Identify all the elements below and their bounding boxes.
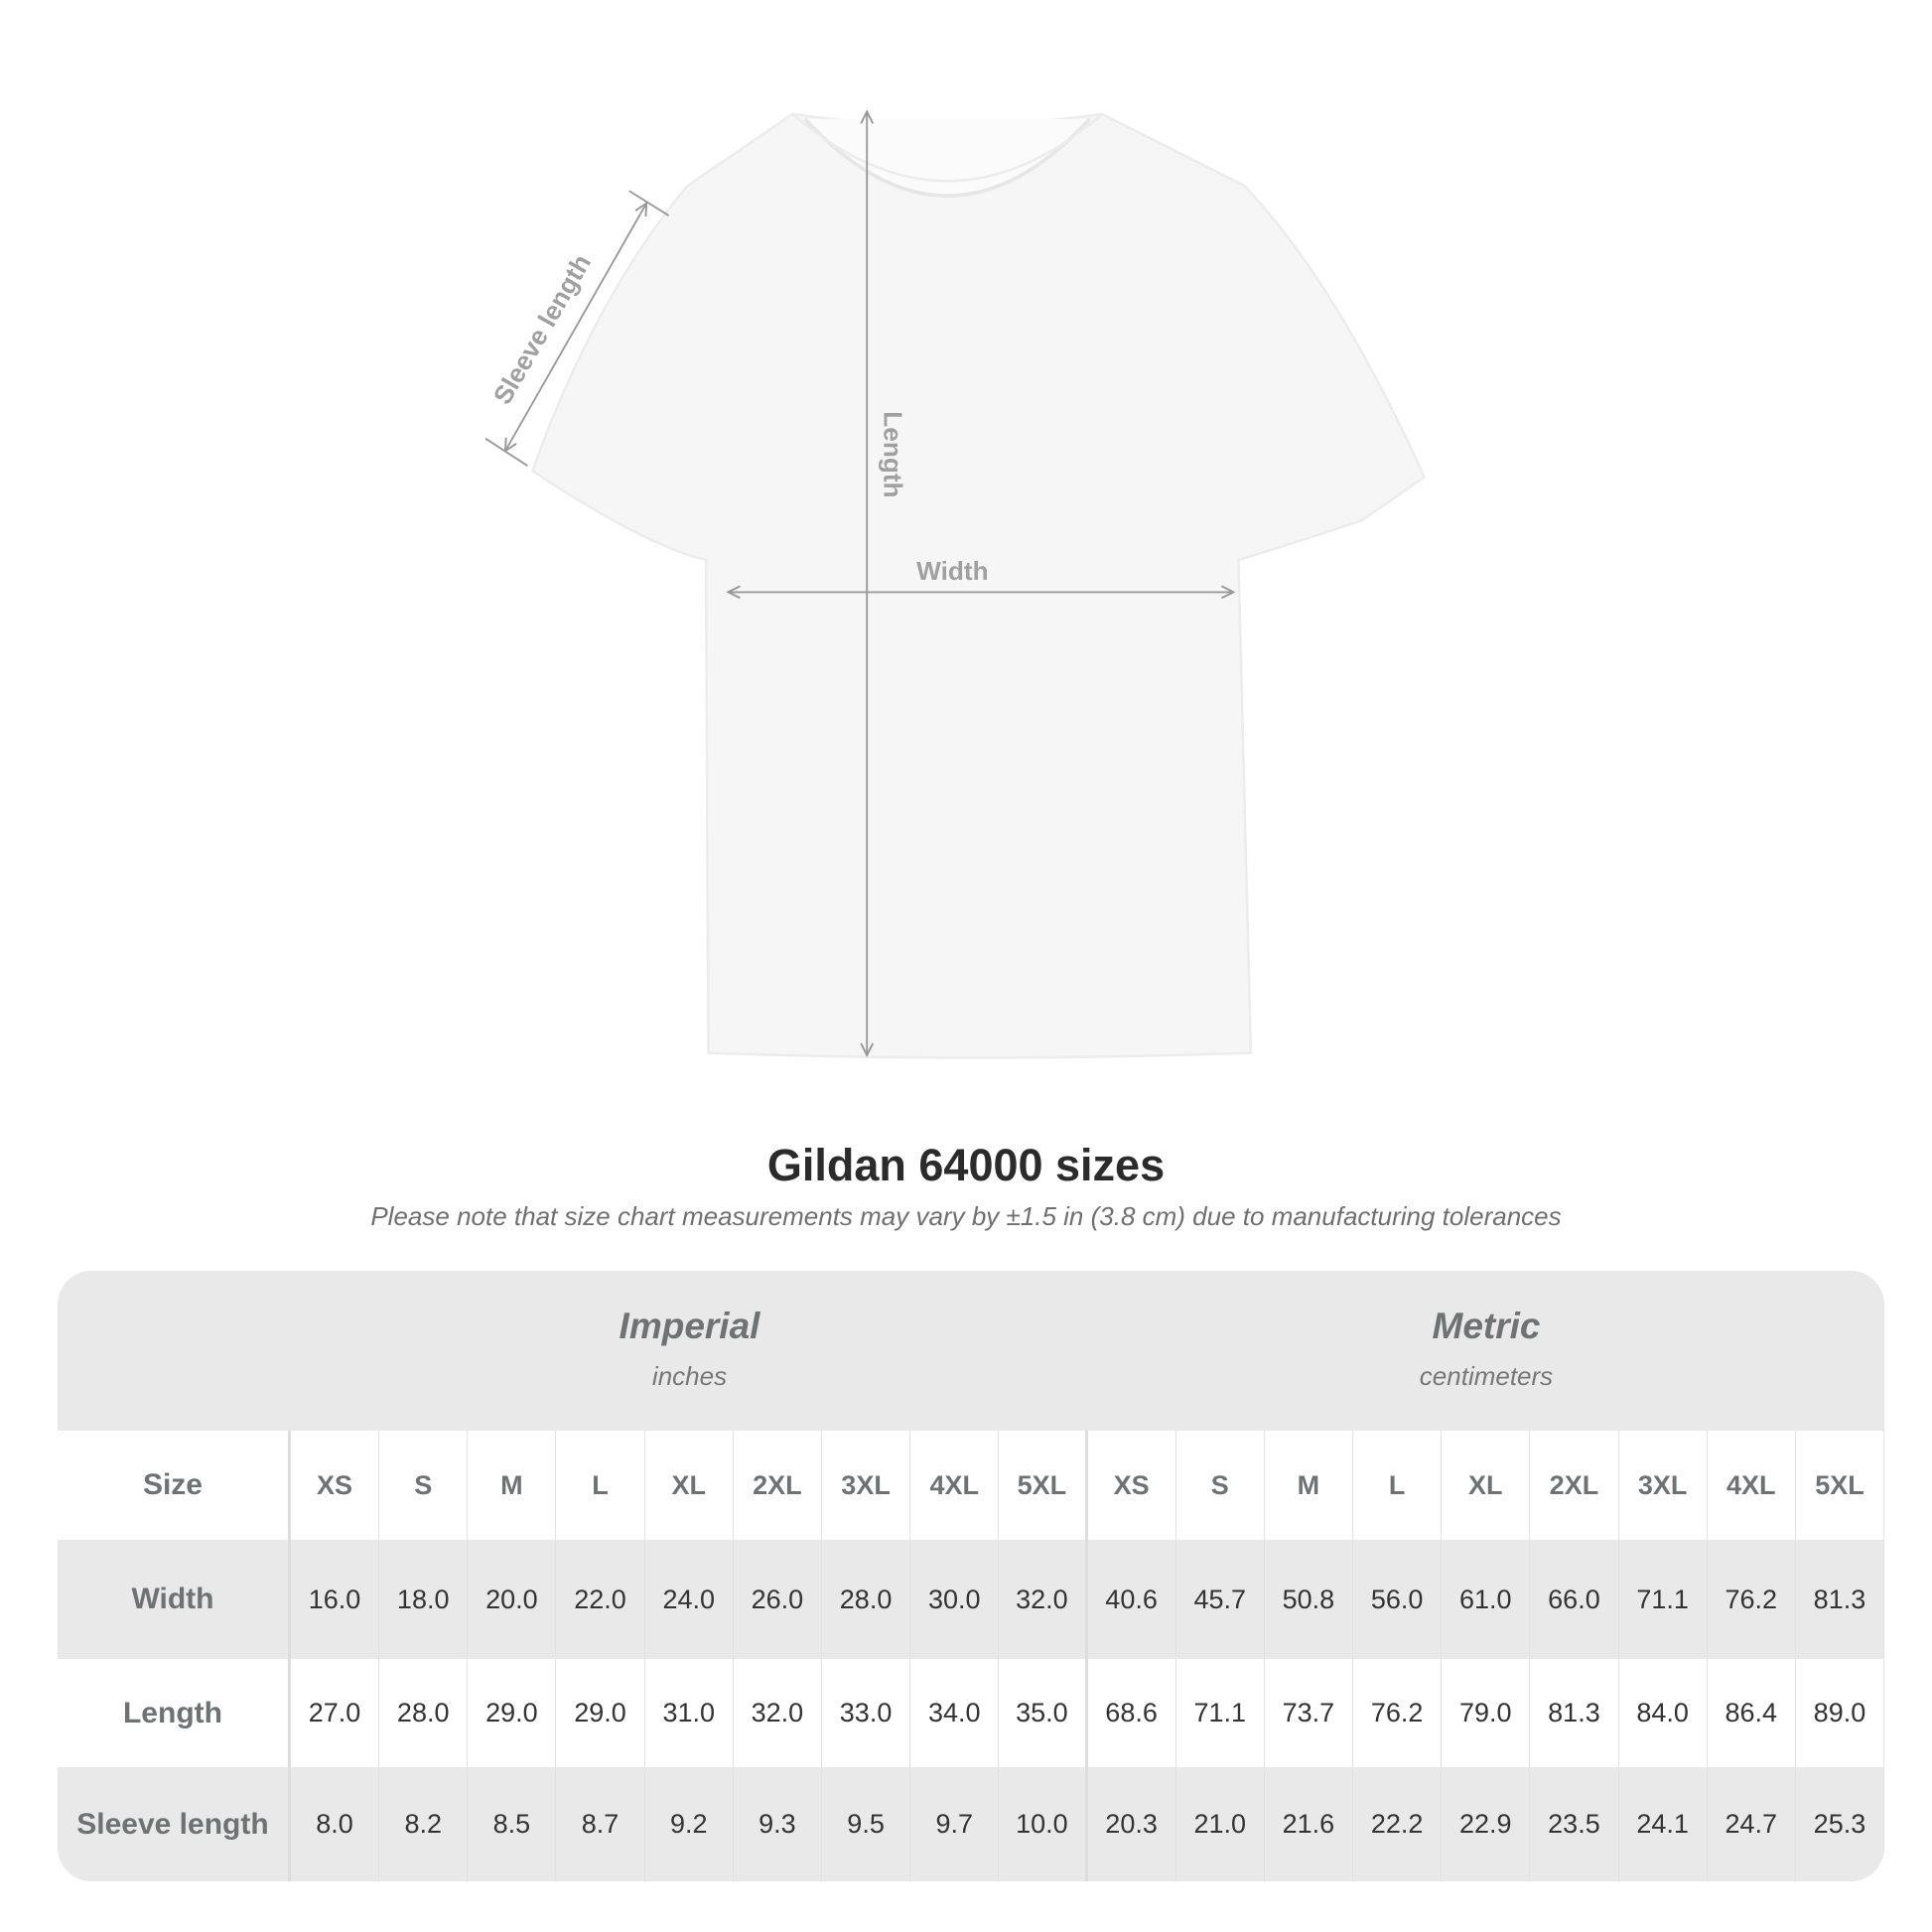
table-row: Length 27.0 28.0 29.0 29.0 31.0 32.0 33.0 34.0 35…	[58, 1659, 1884, 1767]
table-cell: 22.0	[556, 1540, 645, 1659]
table-cell: 20.3	[1088, 1767, 1176, 1881]
table-cell: 50.8	[1265, 1540, 1354, 1659]
table-cell: 23.5	[1530, 1767, 1619, 1881]
table-cell: 61.0	[1442, 1540, 1531, 1659]
table-cell: 26.0	[734, 1540, 822, 1659]
table-cell: 8.2	[379, 1767, 469, 1881]
table-cell: 33.0	[822, 1659, 911, 1767]
table-cell: 66.0	[1530, 1540, 1619, 1659]
row-label: Length	[58, 1659, 291, 1767]
table-cell: 40.6	[1088, 1540, 1176, 1659]
length-label: Length	[879, 411, 908, 497]
table-cell: 9.3	[734, 1767, 822, 1881]
table-cell: 20.0	[468, 1540, 557, 1659]
sleeve-arrow	[505, 204, 646, 451]
table-cell: 9.2	[645, 1767, 734, 1881]
row-label: Sleeve length	[58, 1767, 291, 1881]
imperial-header: Imperial inches	[619, 1306, 760, 1391]
table-cell: 22.9	[1442, 1767, 1531, 1881]
table-cell: 21.6	[1265, 1767, 1354, 1881]
table-cell: 9.7	[910, 1767, 1000, 1881]
table-cell: 71.1	[1176, 1659, 1265, 1767]
table-cell: 21.0	[1176, 1767, 1265, 1881]
page-title: Gildan 64000 sizes	[766, 1140, 1166, 1190]
row-label: Width	[58, 1540, 291, 1659]
table-cell: 32.0	[734, 1659, 822, 1767]
size-header: S	[379, 1431, 469, 1540]
size-label: Size	[58, 1431, 291, 1540]
table-cell: 29.0	[468, 1659, 557, 1767]
size-header: 3XL	[822, 1431, 911, 1540]
size-header: XS	[291, 1431, 380, 1540]
table-cell: 73.7	[1265, 1659, 1354, 1767]
table-cell: 10.0	[999, 1767, 1088, 1881]
size-header: XL	[1442, 1431, 1531, 1540]
table-cell: 8.5	[468, 1767, 557, 1881]
size-header: 4XL	[1708, 1431, 1796, 1540]
table-cell: 76.2	[1708, 1540, 1796, 1659]
size-header: L	[1353, 1431, 1443, 1540]
table-cell: 9.5	[822, 1767, 911, 1881]
table-cell: 71.1	[1619, 1540, 1708, 1659]
tshirt-diagram: Sleeve length Length Width	[484, 0, 1427, 1059]
tolerance-note: Please note that size chart measurements…	[370, 1201, 1562, 1231]
size-header: M	[1265, 1431, 1354, 1540]
size-header: 5XL	[999, 1431, 1088, 1540]
width-label: Width	[916, 556, 988, 586]
table-cell: 45.7	[1176, 1540, 1265, 1659]
table-cell: 24.0	[645, 1540, 734, 1659]
size-row: Size XS S M L XL 2XL 3XL 4XL 5XL XS S M L XL 2XL 3XL 4XL 5…	[58, 1431, 1884, 1540]
table-cell: 32.0	[999, 1540, 1088, 1659]
table-row: Width 16.0 18.0 20.0 22.0 24.0 26.0 28.0 30.0 32.…	[58, 1540, 1884, 1659]
table-cell: 56.0	[1353, 1540, 1443, 1659]
table-cell: 28.0	[822, 1540, 911, 1659]
table-cell: 76.2	[1353, 1659, 1443, 1767]
size-header: XS	[1088, 1431, 1176, 1540]
table-cell: 28.0	[379, 1659, 469, 1767]
size-header: M	[468, 1431, 557, 1540]
size-header: L	[556, 1431, 645, 1540]
table-cell: 8.7	[556, 1767, 645, 1881]
size-header: 2XL	[734, 1431, 822, 1540]
table-cell: 81.3	[1796, 1540, 1884, 1659]
table-cell: 89.0	[1796, 1659, 1884, 1767]
table-cell: 34.0	[910, 1659, 1000, 1767]
metric-header: Metric centimeters	[1419, 1306, 1554, 1391]
table-cell: 27.0	[291, 1659, 380, 1767]
table-cell: 31.0	[645, 1659, 734, 1767]
tshirt-shape	[530, 112, 1427, 1059]
table-cell: 81.3	[1530, 1659, 1619, 1767]
table-cell: 22.2	[1353, 1767, 1443, 1881]
table-cell: 35.0	[999, 1659, 1088, 1767]
table-row: Sleeve length 8.0 8.2 8.5 8.7 9.2 9.3 9.5 9.7 10.…	[58, 1767, 1884, 1881]
table-cell: 16.0	[291, 1540, 380, 1659]
size-header: XL	[645, 1431, 734, 1540]
table-cell: 68.6	[1088, 1659, 1176, 1767]
table-cell: 24.1	[1619, 1767, 1708, 1881]
size-header: 2XL	[1530, 1431, 1619, 1540]
table-cell: 8.0	[291, 1767, 380, 1881]
table-cell: 84.0	[1619, 1659, 1708, 1767]
size-table: Imperial inches Metric centimeters Size X…	[58, 1271, 1884, 1881]
table-cell: 18.0	[379, 1540, 469, 1659]
table-cell: 29.0	[556, 1659, 645, 1767]
table-cell: 30.0	[910, 1540, 1000, 1659]
table-cell: 25.3	[1796, 1767, 1884, 1881]
table-cell: 24.7	[1708, 1767, 1796, 1881]
size-header: 4XL	[910, 1431, 1000, 1540]
size-header: S	[1176, 1431, 1265, 1540]
table-cell: 86.4	[1708, 1659, 1796, 1767]
size-header: 5XL	[1796, 1431, 1884, 1540]
table-cell: 79.0	[1442, 1659, 1531, 1767]
size-header: 3XL	[1619, 1431, 1708, 1540]
